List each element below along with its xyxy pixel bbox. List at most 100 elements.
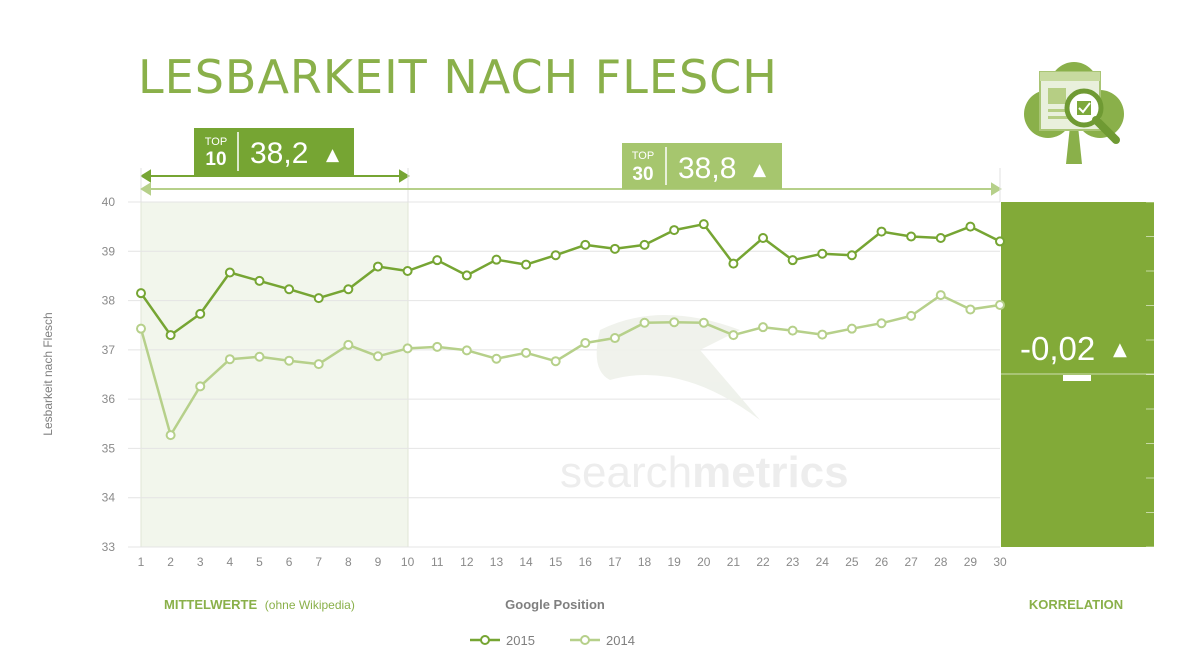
top10-value: 38,2 (250, 137, 308, 170)
x-tick-label: 9 (375, 555, 382, 569)
data-point-2014 (669, 317, 680, 328)
data-point-2014 (758, 322, 769, 333)
data-point-2015 (432, 255, 443, 266)
data-point-2014 (284, 355, 295, 366)
top30-badge: TOP 30 38,8 ▲ (622, 143, 782, 189)
x-axis-label: Google Position (505, 597, 605, 612)
x-tick-label: 4 (227, 555, 234, 569)
x-tick-label: 26 (875, 555, 889, 569)
y-tick-labels: 33 34 35 36 37 38 39 40 (102, 195, 116, 554)
x-tick-label: 14 (519, 555, 533, 569)
data-point-2014 (521, 347, 532, 358)
data-point-2014 (935, 290, 946, 301)
data-point-2015 (343, 284, 354, 295)
series-line-2015 (139, 222, 1001, 337)
data-point-2014 (728, 330, 739, 341)
x-tick-label: 18 (638, 555, 652, 569)
top30-label-num: 30 (632, 164, 653, 185)
top10-label-num: 10 (205, 149, 226, 170)
data-point-2015 (372, 261, 383, 272)
data-point-2015 (521, 259, 532, 270)
mittelwerte-label: MITTELWERTE (164, 597, 257, 612)
x-tick-label: 7 (315, 555, 322, 569)
watermark-light: search (560, 448, 692, 497)
data-point-2015 (669, 225, 680, 236)
data-point-2015 (254, 275, 265, 286)
data-point-2015 (402, 266, 413, 276)
data-point-2014 (402, 343, 413, 354)
x-tick-label: 22 (756, 555, 770, 569)
clover-magnifier-icon (1024, 62, 1124, 164)
data-point-2014 (995, 300, 1005, 311)
legend-label-2014: 2014 (606, 633, 635, 648)
top30-bracket (140, 168, 1002, 202)
data-point-2015 (165, 330, 176, 341)
legend-item-2014: 2014 (570, 633, 635, 648)
top10-bracket (140, 168, 410, 202)
y-tick-label: 40 (102, 195, 116, 209)
korrelation-value: -0,02 (1020, 330, 1095, 367)
x-tick-label: 12 (460, 555, 474, 569)
top10-up-arrow-icon: ▲ (326, 145, 340, 165)
y-tick-label: 34 (102, 491, 116, 505)
data-point-2015 (195, 308, 206, 319)
data-point-2014 (224, 354, 235, 365)
data-point-2015 (609, 243, 620, 254)
data-point-2014 (343, 339, 354, 350)
y-tick-label: 39 (102, 244, 116, 258)
top30-value: 38,8 (678, 152, 736, 185)
x-tick-label: 27 (904, 555, 918, 569)
data-point-2014 (580, 337, 591, 348)
x-tick-label: 11 (431, 555, 444, 569)
data-point-2015 (698, 219, 709, 230)
data-point-2015 (580, 239, 591, 250)
watermark-bold: metrics (692, 448, 849, 497)
data-point-2014 (313, 359, 324, 370)
data-point-2014 (165, 430, 176, 441)
data-point-2015 (876, 226, 887, 237)
x-tick-label: 15 (549, 555, 563, 569)
legend: 2015 2014 (470, 633, 635, 648)
x-tick-label: 29 (964, 555, 978, 569)
korrelation-up-arrow-icon: ▲ (1113, 339, 1127, 360)
y-tick-label: 35 (102, 441, 116, 455)
searchmetrics-watermark: searchmetrics (560, 315, 849, 497)
data-point-2015 (136, 288, 146, 299)
korrelation-label: KORRELATION (1029, 597, 1123, 612)
korrelation-panel: -0,02 ▲ (1001, 201, 1154, 548)
series-points (136, 219, 1005, 441)
x-tick-label: 17 (608, 555, 622, 569)
data-point-2014 (136, 323, 146, 334)
data-point-2014 (491, 353, 502, 364)
x-tick-label: 5 (256, 555, 263, 569)
data-point-2014 (432, 341, 443, 352)
data-point-2015 (935, 232, 946, 243)
y-tick-label: 33 (102, 540, 116, 554)
x-tick-label: 1 (138, 555, 145, 569)
top10-badge: TOP 10 38,2 ▲ (194, 128, 354, 175)
chart-title: LESBARKEIT NACH FLESCH (138, 50, 778, 104)
x-tick-label: 21 (727, 555, 741, 569)
x-tick-label: 13 (490, 555, 504, 569)
data-point-2014 (787, 325, 798, 336)
data-point-2014 (639, 317, 650, 328)
data-point-2014 (698, 317, 709, 328)
data-point-2015 (995, 236, 1005, 247)
x-tick-label: 16 (579, 555, 593, 569)
x-tick-label: 23 (786, 555, 800, 569)
x-tick-label: 25 (845, 555, 859, 569)
legend-label-2015: 2015 (506, 633, 535, 648)
data-point-2015 (846, 250, 857, 261)
top10-shade (140, 201, 409, 548)
top30-up-arrow-icon: ▲ (753, 160, 767, 180)
data-point-2014 (254, 351, 265, 362)
x-tick-label: 10 (401, 555, 415, 569)
data-point-2014 (817, 329, 828, 340)
data-point-2015 (817, 248, 828, 259)
data-point-2015 (550, 250, 561, 261)
data-point-2014 (846, 323, 857, 334)
x-tick-label: 3 (197, 555, 204, 569)
top30-label-top: TOP (632, 150, 654, 162)
svg-text:searchmetrics: searchmetrics (560, 448, 849, 497)
